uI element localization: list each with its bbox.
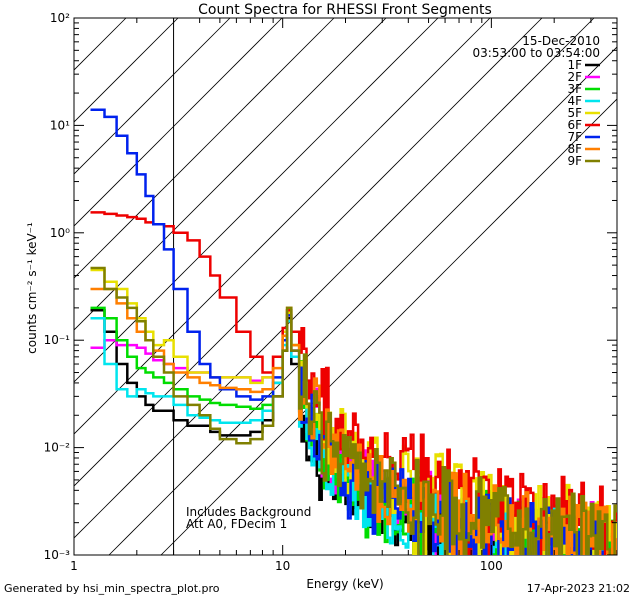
- y-tick-label: 10⁻¹: [44, 333, 71, 347]
- hatch-line: [74, 18, 231, 175]
- x-tick-label: 10: [275, 559, 290, 573]
- x-axis-label: Energy (keV): [306, 577, 383, 591]
- legend-label-1F: 1F: [567, 58, 582, 72]
- hatch-line: [74, 18, 335, 279]
- hatch-line: [74, 18, 439, 383]
- chart-title: Count Spectra for RHESSI Front Segments: [198, 2, 492, 18]
- legend-label-7F: 7F: [567, 130, 582, 144]
- hatch-line: [74, 18, 491, 435]
- y-axis-label: counts cm⁻² s⁻¹ keV⁻¹: [25, 222, 39, 354]
- x-tick-label: 1: [70, 559, 78, 573]
- footer-generated-by: Generated by hsi_min_spectra_plot.pro: [4, 582, 220, 595]
- annotation-background: Includes Background: [186, 505, 311, 519]
- footer-timestamp: 17-Apr-2023 21:02: [526, 582, 630, 595]
- hatch-line: [160, 98, 617, 555]
- y-tick-label: 10⁻²: [44, 441, 71, 455]
- series-layer: [90, 108, 617, 555]
- legend-label-4F: 4F: [567, 94, 582, 108]
- hatch-line: [74, 18, 283, 227]
- legend-label-9F: 9F: [567, 154, 582, 168]
- date-label: 15-Dec-2010: [522, 34, 600, 48]
- time-range-label: 03:53:00 to 03:54:00: [473, 46, 600, 60]
- hatched-region: [74, 18, 617, 555]
- hatch-line: [74, 18, 179, 123]
- series-9F: [90, 266, 617, 555]
- y-tick-label: 10²: [50, 11, 70, 25]
- legend-label-3F: 3F: [567, 82, 582, 96]
- annotation-attenuator: Att A0, FDecim 1: [186, 517, 287, 531]
- legend-label-2F: 2F: [567, 70, 582, 84]
- hatch-line: [74, 18, 543, 487]
- hatch-line: [74, 18, 595, 539]
- y-tick-label: 10¹: [50, 118, 70, 132]
- legend-label-8F: 8F: [567, 142, 582, 156]
- axes-layer: 1 10 100 10⁻³ 10⁻² 10⁻¹ 10⁰ 10¹ 10²: [44, 11, 618, 573]
- hatch-line: [108, 46, 617, 555]
- y-tick-label: 10⁻³: [44, 548, 71, 562]
- legend-label-5F: 5F: [567, 106, 582, 120]
- y-tick-label: 10⁰: [50, 226, 70, 240]
- legend-label-6F: 6F: [567, 118, 582, 132]
- x-tick-label: 100: [480, 559, 503, 573]
